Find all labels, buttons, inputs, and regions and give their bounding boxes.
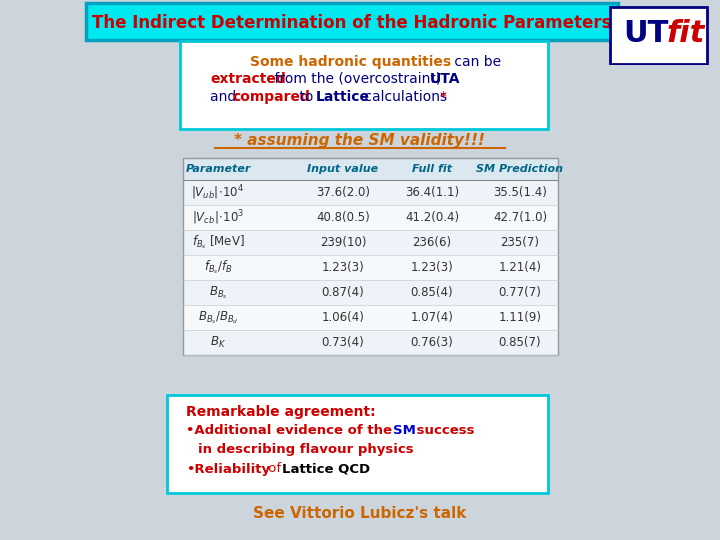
Text: 40.8(0.5): 40.8(0.5) bbox=[316, 211, 370, 224]
Text: 1.23(3): 1.23(3) bbox=[410, 261, 454, 274]
Text: Some hadronic quantities: Some hadronic quantities bbox=[250, 55, 451, 69]
Text: •Additional evidence of the: •Additional evidence of the bbox=[186, 424, 397, 437]
Text: SM: SM bbox=[393, 424, 416, 437]
Text: $B_K$: $B_K$ bbox=[210, 335, 226, 350]
Text: $|V_{cb}|\!\cdot\!10^3$: $|V_{cb}|\!\cdot\!10^3$ bbox=[192, 208, 244, 227]
Bar bbox=[183, 180, 558, 205]
Text: UT: UT bbox=[624, 19, 669, 49]
Text: * assuming the SM validity!!!: * assuming the SM validity!!! bbox=[235, 132, 485, 147]
Text: calculations: calculations bbox=[360, 90, 451, 104]
Bar bbox=[183, 205, 558, 230]
Bar bbox=[183, 305, 558, 330]
Bar bbox=[183, 330, 558, 355]
Text: Full fit: Full fit bbox=[412, 164, 452, 174]
Text: 0.77(7): 0.77(7) bbox=[498, 286, 541, 299]
Text: 235(7): 235(7) bbox=[500, 236, 539, 249]
Text: 37.6(2.0): 37.6(2.0) bbox=[316, 186, 370, 199]
Text: SM Prediction: SM Prediction bbox=[477, 164, 564, 174]
Text: 239(10): 239(10) bbox=[320, 236, 366, 249]
Text: 236(6): 236(6) bbox=[413, 236, 451, 249]
Text: Input value: Input value bbox=[307, 164, 379, 174]
Text: 36.4(1.1): 36.4(1.1) bbox=[405, 186, 459, 199]
Text: $|V_{ub}|\!\cdot\!10^4$: $|V_{ub}|\!\cdot\!10^4$ bbox=[192, 183, 245, 202]
FancyBboxPatch shape bbox=[183, 158, 558, 180]
FancyBboxPatch shape bbox=[611, 6, 707, 64]
Text: 42.7(1.0): 42.7(1.0) bbox=[493, 211, 547, 224]
Text: fit: fit bbox=[667, 19, 705, 49]
Text: and: and bbox=[210, 90, 240, 104]
Text: *: * bbox=[440, 90, 447, 104]
Text: compared: compared bbox=[232, 90, 310, 104]
Bar bbox=[183, 255, 558, 280]
Text: $f_{B_s}\ \mathrm{[MeV]}$: $f_{B_s}\ \mathrm{[MeV]}$ bbox=[192, 234, 244, 251]
FancyBboxPatch shape bbox=[180, 41, 548, 129]
Text: Remarkable agreement:: Remarkable agreement: bbox=[186, 405, 376, 419]
Text: 0.76(3): 0.76(3) bbox=[410, 336, 454, 349]
Text: can be: can be bbox=[450, 55, 501, 69]
Text: Parameter: Parameter bbox=[185, 164, 251, 174]
Bar bbox=[183, 230, 558, 255]
Text: 1.21(4): 1.21(4) bbox=[498, 261, 541, 274]
Text: The Indirect Determination of the Hadronic Parameters: The Indirect Determination of the Hadron… bbox=[92, 14, 612, 32]
Text: 41.2(0.4): 41.2(0.4) bbox=[405, 211, 459, 224]
Text: 1.11(9): 1.11(9) bbox=[498, 311, 541, 324]
Text: •Reliability: •Reliability bbox=[186, 462, 270, 476]
Text: See Vittorio Lubicz's talk: See Vittorio Lubicz's talk bbox=[253, 505, 467, 521]
Bar bbox=[183, 280, 558, 305]
Text: Lattice: Lattice bbox=[316, 90, 370, 104]
Text: to: to bbox=[295, 90, 318, 104]
FancyBboxPatch shape bbox=[86, 3, 618, 40]
Text: extracted: extracted bbox=[210, 72, 286, 86]
Text: from the (overcostraint): from the (overcostraint) bbox=[270, 72, 446, 86]
Text: 0.87(4): 0.87(4) bbox=[322, 286, 364, 299]
Text: success: success bbox=[412, 424, 474, 437]
Text: in describing flavour physics: in describing flavour physics bbox=[198, 443, 413, 456]
Text: Lattice QCD: Lattice QCD bbox=[282, 462, 370, 476]
Text: 0.73(4): 0.73(4) bbox=[322, 336, 364, 349]
Text: $B_{B_s}/B_{B_d}$: $B_{B_s}/B_{B_d}$ bbox=[198, 309, 238, 326]
Text: 35.5(1.4): 35.5(1.4) bbox=[493, 186, 547, 199]
Text: $B_{B_s}$: $B_{B_s}$ bbox=[209, 284, 228, 301]
Text: $f_{B_s}/f_B$: $f_{B_s}/f_B$ bbox=[204, 259, 233, 276]
Text: 1.23(3): 1.23(3) bbox=[322, 261, 364, 274]
Bar bbox=[183, 158, 558, 355]
Text: 1.07(4): 1.07(4) bbox=[410, 311, 454, 324]
Text: 0.85(4): 0.85(4) bbox=[410, 286, 454, 299]
Text: 1.06(4): 1.06(4) bbox=[322, 311, 364, 324]
FancyBboxPatch shape bbox=[167, 395, 548, 493]
Text: UTA: UTA bbox=[430, 72, 461, 86]
Text: 0.85(7): 0.85(7) bbox=[499, 336, 541, 349]
Text: of: of bbox=[264, 462, 285, 476]
